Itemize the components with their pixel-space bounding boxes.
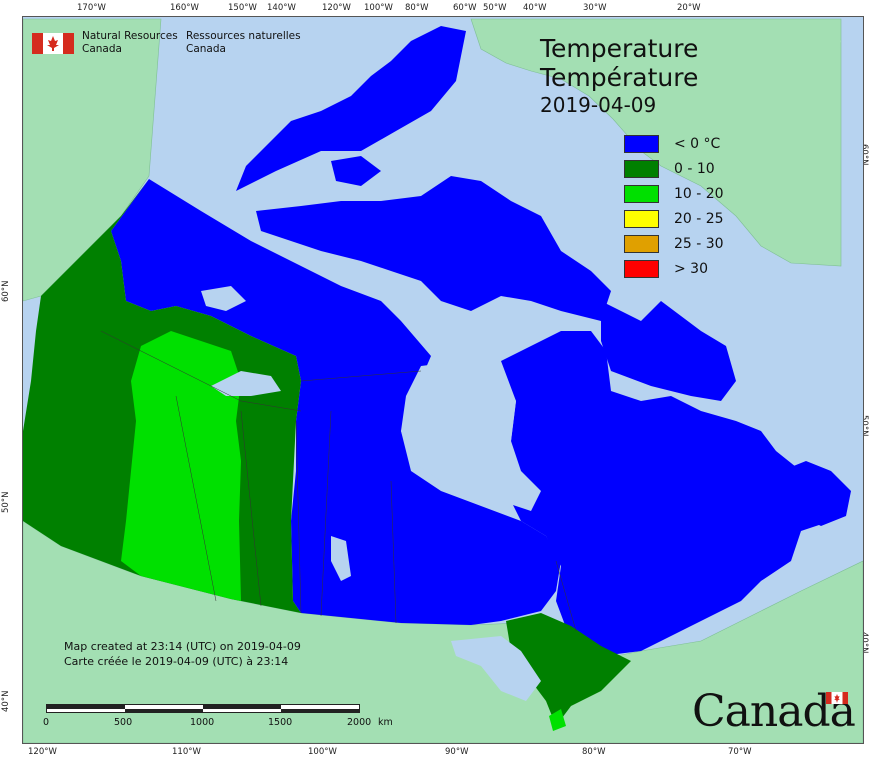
top-tick-label: 50°W	[483, 3, 507, 13]
scale-bar-label: 1500	[268, 717, 293, 728]
scale-bar-unit: km	[378, 717, 393, 728]
legend-swatch	[624, 260, 659, 278]
region-newfoundland	[781, 461, 851, 526]
region-cold-east	[501, 331, 841, 656]
agency-fr-line: Ressources naturelles	[186, 30, 301, 42]
canada-flag-icon	[32, 33, 74, 54]
iceland-landmass	[801, 25, 841, 81]
agency-name-en: Natural Resources Canada	[82, 30, 178, 56]
top-tick-label: 80°W	[405, 3, 429, 13]
legend-swatch	[624, 135, 659, 153]
top-tick-label: 170°W	[77, 3, 106, 13]
top-tick-label: 150°W	[228, 3, 257, 13]
left-tick-label: 40°N	[1, 690, 11, 712]
bottom-tick-label: 120°W	[28, 747, 57, 757]
region-cold-arctic-1	[236, 26, 466, 191]
hudson-bay-water	[401, 361, 541, 511]
top-tick-label: 30°W	[583, 3, 607, 13]
scale-bar-segment	[47, 705, 125, 709]
wordmark-flag-icon	[826, 692, 848, 704]
region-cold-arctic-2	[256, 176, 611, 321]
legend-label: 10 - 20	[674, 186, 724, 202]
legend-label: > 30	[674, 261, 708, 277]
region-cold-arctic-3	[301, 121, 336, 151]
top-tick-label: 40°W	[523, 3, 547, 13]
scale-bar-label: 500	[114, 717, 133, 728]
map-credit: Map created at 23:14 (UTC) on 2019-04-09…	[64, 639, 301, 669]
bottom-tick-label: 110°W	[172, 747, 201, 757]
great-slave-lake	[211, 371, 281, 396]
great-lakes	[451, 636, 541, 701]
agency-name-fr: Ressources naturelles Canada	[186, 30, 301, 56]
legend-label: 20 - 25	[674, 211, 724, 227]
legend-swatch	[624, 235, 659, 253]
region-warm-prairies	[121, 331, 241, 601]
scale-bar-segment	[125, 709, 203, 713]
credit-en: Map created at 23:14 (UTC) on 2019-04-09	[64, 640, 301, 653]
provincial-borders	[100, 330, 577, 632]
scale-bar-segment	[203, 705, 281, 709]
map-date: 2019-04-09	[540, 93, 657, 117]
lake-winnipeg	[331, 536, 351, 581]
scale-bar-label: 0	[43, 717, 50, 728]
region-cold-labrador-islands	[601, 301, 736, 401]
scale-bar-segment	[281, 709, 359, 713]
scale-bar-track	[46, 704, 360, 713]
top-tick-label: 120°W	[322, 3, 351, 13]
region-cold-arctic-4	[331, 156, 381, 186]
left-tick-label: 60°N	[1, 280, 11, 302]
legend-label: 25 - 30	[674, 236, 724, 252]
region-mild-ontario	[506, 613, 631, 726]
title-en: Temperature	[540, 34, 699, 63]
left-tick-label: 50°N	[1, 491, 11, 513]
bottom-tick-label: 80°W	[582, 747, 606, 757]
top-tick-label: 100°W	[364, 3, 393, 13]
scale-bar-label: 1000	[190, 717, 215, 728]
canada-wordmark: Canada	[692, 686, 856, 737]
legend-label: 0 - 10	[674, 161, 715, 177]
top-tick-label: 60°W	[453, 3, 477, 13]
agency-en-line: Canada	[82, 43, 122, 55]
temperature-map-svg	[23, 18, 863, 743]
region-warm-ontario-tip	[549, 709, 566, 731]
legend-swatch	[624, 210, 659, 228]
bottom-tick-label: 90°W	[445, 747, 469, 757]
credit-fr: Carte créée le 2019-04-09 (UTC) à 23:14	[64, 655, 289, 668]
legend-swatch	[624, 160, 659, 178]
map-canvas[interactable]	[22, 16, 864, 744]
map-title: Temperature Température 2019-04-09	[540, 34, 698, 118]
top-tick-label: 20°W	[677, 3, 701, 13]
bottom-tick-label: 100°W	[308, 747, 337, 757]
scale-bar-label: 2000	[347, 717, 372, 728]
agency-en-line: Natural Resources	[82, 30, 178, 42]
title-fr: Température	[540, 63, 699, 92]
bottom-tick-label: 70°W	[728, 747, 752, 757]
great-bear-lake	[201, 286, 246, 311]
legend-swatch	[624, 185, 659, 203]
agency-fr-line: Canada	[186, 43, 226, 55]
top-tick-label: 160°W	[170, 3, 199, 13]
legend-label: < 0 °C	[674, 136, 721, 152]
top-tick-label: 140°W	[267, 3, 296, 13]
